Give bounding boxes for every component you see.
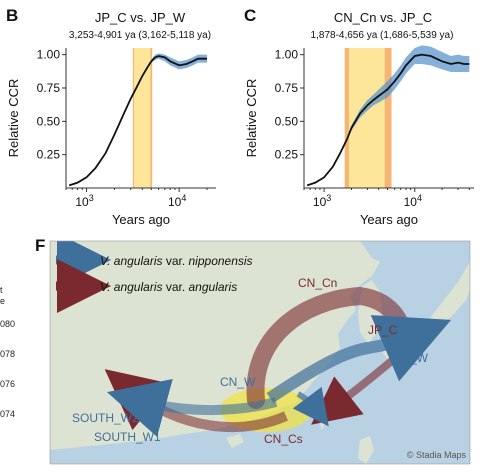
region-southern-china <box>220 388 312 432</box>
map-label-cn-cs: CN_Cs <box>264 432 303 446</box>
migration-arrow-nipponensis-south <box>292 386 329 427</box>
ccr-series-line <box>68 55 208 187</box>
ccr-series-line <box>306 53 470 187</box>
map-label-cn-cn: CN_Cn <box>298 276 337 290</box>
map-label-south-w1: SOUTH_W1 <box>94 430 161 444</box>
edge-tick: 074 <box>0 409 16 419</box>
map-credit: © Stadia Maps <box>407 450 467 460</box>
y-tick-label: 1.00 <box>37 48 61 62</box>
y-tick-label: 0.25 <box>275 148 299 162</box>
panel-c-subtitle: 1,878-4,656 ya (1,686-5,539 ya) <box>310 30 454 41</box>
map-label-cn-w: CN_W <box>220 375 256 389</box>
x-tick-label: 104 <box>168 193 186 209</box>
legend-text-nipponensis: V. angularis var. nipponensis <box>100 254 253 268</box>
y-tick-label: 0.75 <box>275 81 299 95</box>
x-tick-label: 103 <box>313 193 331 209</box>
legend-text-angularis: V. angularis var. angularis <box>100 280 237 294</box>
y-tick-label: 0.25 <box>37 148 61 162</box>
panel-b-title: JP_C vs. JP_W <box>94 10 186 25</box>
y-tick-label: 0.50 <box>37 114 61 128</box>
panel-letter-f: F <box>35 236 46 255</box>
x-tick-label: 104 <box>404 193 422 209</box>
edge-tick: 076 <box>0 379 16 389</box>
y-tick-label: 0.50 <box>275 114 299 128</box>
y-tick-label: 1.00 <box>275 48 299 62</box>
panel-c-title: CN_Cn vs. JP_C <box>333 10 433 25</box>
panel-letter-b: B <box>6 6 19 25</box>
shaded-range-inner <box>348 48 385 188</box>
y-axis-label: Relative CCR <box>244 79 259 158</box>
chart-panel-c: 0.25 0.50 0.75 1.00 103 104 Years ago Relative … <box>244 45 474 227</box>
y-axis-label: Relative CCR <box>6 79 21 158</box>
map-label-south-w2: SOUTH_W2 <box>72 411 139 425</box>
map-label-jp-w: JP_W <box>396 351 429 365</box>
edge-tick: 078 <box>0 349 16 359</box>
panel-b-subtitle: 3,253-4,901 ya (3,162-5,118 ya) <box>68 30 212 41</box>
map-label-jp-c: JP_C <box>368 323 398 337</box>
map-hainan <box>226 434 244 448</box>
x-tick-label: 103 <box>75 193 93 209</box>
migration-arrow-nipponensis-southwest <box>107 378 278 437</box>
chart-panel-b: 0.25 0.50 0.75 1.00 103 104 Years ago Relative … <box>6 48 216 227</box>
y-tick-label: 0.75 <box>37 81 61 95</box>
map-philippines <box>358 436 374 464</box>
edge-label-b: e <box>0 296 6 306</box>
x-axis-label: Years ago <box>360 212 418 227</box>
migration-arrow-nipponensis-japan <box>266 315 452 403</box>
x-axis-label: Years ago <box>112 212 170 227</box>
panel-letter-c: C <box>244 6 257 25</box>
ccr-confidence-band <box>307 45 470 186</box>
edge-tick: 080 <box>0 319 16 329</box>
edge-label-a: t <box>0 285 3 295</box>
